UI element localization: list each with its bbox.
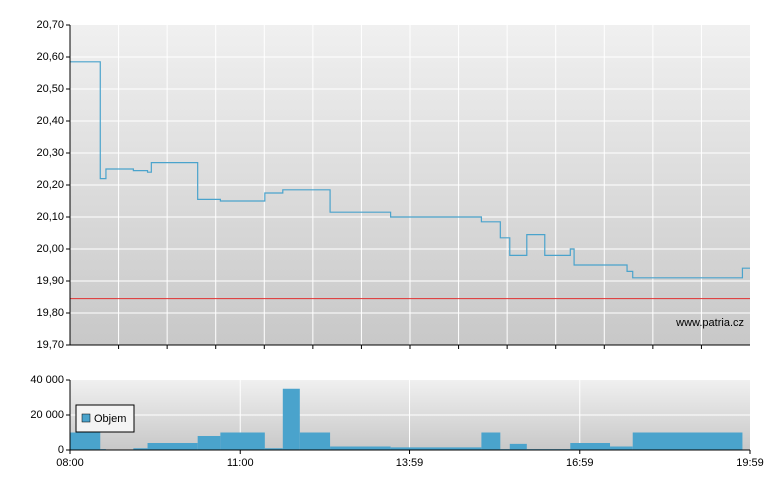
- legend-swatch: [81, 413, 91, 423]
- x-tick-label: 19:59: [736, 457, 764, 469]
- volume-bar: [481, 432, 501, 450]
- y-tick-label: 20,30: [36, 147, 64, 159]
- volume-bar: [220, 432, 265, 450]
- volume-bar: [264, 448, 283, 450]
- y-tick-label: 20 000: [30, 409, 64, 421]
- y-tick-label: 0: [58, 444, 64, 456]
- volume-bar: [133, 448, 148, 450]
- x-tick-label: 11:00: [227, 457, 254, 469]
- y-tick-label: 19,90: [36, 275, 64, 287]
- volume-bar: [390, 447, 482, 450]
- volume-bar: [70, 432, 101, 450]
- y-tick-label: 20,20: [36, 179, 64, 191]
- volume-bar: [330, 446, 391, 450]
- legend-label: Objem: [94, 413, 126, 425]
- watermark: www.patria.cz: [675, 317, 744, 329]
- x-tick-label: 16:59: [566, 457, 594, 469]
- volume-bar: [282, 388, 300, 450]
- y-tick-label: 19,70: [36, 339, 64, 351]
- volume-bar: [610, 446, 633, 450]
- y-tick-label: 40 000: [30, 374, 64, 386]
- y-tick-label: 19,80: [36, 307, 64, 319]
- volume-bar: [197, 436, 221, 450]
- volume-bar: [570, 443, 611, 450]
- volume-bar: [509, 443, 527, 450]
- volume-bar: [147, 443, 198, 450]
- volume-bar: [632, 432, 743, 450]
- y-tick-label: 20,00: [36, 243, 64, 255]
- y-tick-label: 20,70: [36, 19, 64, 31]
- y-tick-label: 20,10: [36, 211, 64, 223]
- x-tick-label: 13:59: [396, 457, 424, 469]
- volume-bar: [299, 432, 331, 450]
- y-tick-label: 20,60: [36, 51, 64, 63]
- price-line: [70, 61, 750, 279]
- y-tick-label: 20,50: [36, 83, 64, 95]
- y-tick-label: 20,40: [36, 115, 64, 127]
- x-tick-label: 08:00: [56, 457, 84, 469]
